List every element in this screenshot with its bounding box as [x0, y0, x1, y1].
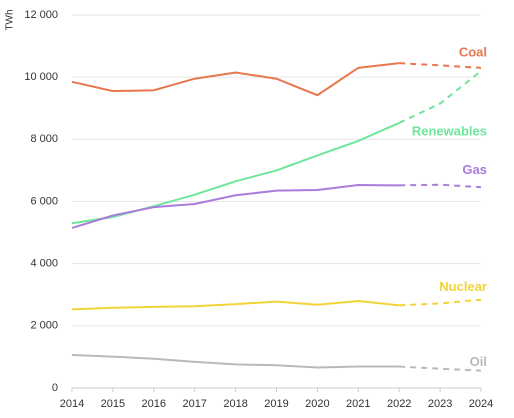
- x-tick-label: 2016: [142, 398, 166, 410]
- x-tick-label: 2023: [428, 398, 452, 410]
- line: [71, 184, 400, 229]
- x-tick-label: 2024: [469, 398, 493, 410]
- y-tick-label: 0: [52, 382, 58, 394]
- x-tick-label: 2020: [305, 398, 329, 410]
- forecast-line: [399, 183, 482, 189]
- forecast-line: [398, 70, 482, 124]
- y-tick-label: 10 000: [24, 71, 58, 83]
- line: [71, 299, 400, 311]
- y-axis-label: TWh: [5, 9, 16, 30]
- x-tick-label: 2018: [223, 398, 247, 410]
- series-label: Renewables: [412, 123, 487, 138]
- y-tick-label: 8 000: [30, 133, 58, 145]
- forecast-line: [399, 365, 482, 372]
- y-tick-label: 4 000: [30, 258, 58, 270]
- forecast-line: [399, 298, 482, 307]
- line: [71, 121, 400, 225]
- x-tick-label: 2022: [387, 398, 411, 410]
- line: [71, 354, 400, 369]
- line: [71, 62, 400, 97]
- series-label: Coal: [459, 45, 487, 60]
- series-label: Oil: [470, 354, 487, 369]
- x-tick-label: 2015: [101, 398, 125, 410]
- series-label: Gas: [462, 162, 487, 177]
- y-tick-label: 2 000: [30, 320, 58, 332]
- y-tick-label: 12 000: [24, 9, 58, 21]
- x-tick-label: 2019: [264, 398, 288, 410]
- y-tick-label: 6 000: [30, 195, 58, 207]
- x-tick-label: 2017: [182, 398, 206, 410]
- x-tick-label: 2021: [346, 398, 370, 410]
- forecast-line: [399, 62, 482, 69]
- x-tick-label: 2014: [60, 398, 84, 410]
- series-label: Nuclear: [439, 279, 487, 294]
